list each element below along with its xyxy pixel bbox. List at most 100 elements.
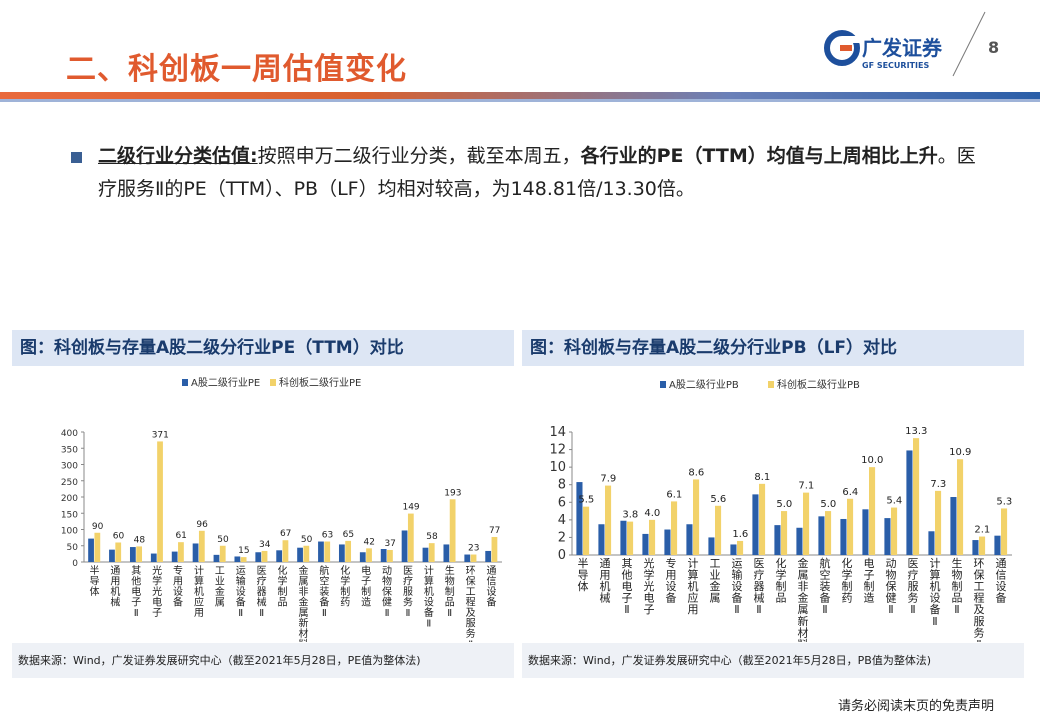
pe-bar-star	[303, 545, 310, 562]
pb-data-label: 8.1	[754, 472, 770, 483]
pb-category-label: 计算机应用	[688, 557, 699, 616]
pe-chart-heading: 图：科创板与存量A股二级分行业PE（TTM）对比	[12, 330, 514, 366]
pb-category-label: 医疗器械 Ⅱ	[754, 557, 765, 616]
pb-bar-star	[759, 483, 766, 555]
pb-bar-a-share	[708, 537, 715, 555]
pb-data-label: 6.4	[842, 487, 858, 498]
pe-data-label: 77	[489, 526, 500, 536]
pb-category-label: 通信设备	[996, 557, 1007, 605]
pb-y-tick-label: 8	[558, 478, 566, 493]
pe-bar-a-share	[88, 538, 94, 562]
pb-category-label: 通用机械	[600, 557, 611, 605]
pe-bar-star	[136, 546, 143, 562]
pb-bar-star	[935, 490, 942, 555]
pe-bar-a-share	[213, 554, 220, 562]
pe-category-label: 生物制品 Ⅱ	[445, 564, 455, 619]
pe-legend-swatch	[270, 379, 276, 386]
pb-bar-star	[627, 521, 634, 555]
pe-category-label: 计算机应用	[194, 564, 204, 619]
pb-category-label: 光学光电子	[644, 556, 655, 616]
pe-data-label: 42	[364, 537, 375, 547]
pb-legend-swatch	[768, 381, 774, 388]
pe-category-label: 环保工程及服务Ⅱ	[466, 566, 476, 642]
pe-legend-label: A股二级行业PE	[191, 376, 260, 389]
pe-chart-panel: 图：科创板与存量A股二级分行业PE（TTM）对比 0 50 100 150 200 250…	[12, 330, 514, 695]
bullet-square	[71, 152, 82, 163]
pe-data-label: 15	[238, 546, 249, 556]
pe-bar-star	[470, 554, 477, 562]
pe-bar-a-share	[297, 547, 303, 562]
pb-data-label: 2.1	[974, 525, 990, 536]
pe-y-tick-label: 400	[61, 429, 78, 439]
pe-legend-label: 科创板二级行业PE	[279, 376, 361, 389]
pe-y-tick-label: 0	[72, 559, 78, 569]
pb-data-label: 6.1	[666, 489, 682, 500]
pb-data-label: 3.8	[622, 510, 638, 521]
pb-data-label: 7.1	[798, 481, 814, 492]
pe-category-label: 医疗服务 Ⅱ	[403, 565, 413, 619]
pb-chart-source: 数据来源：Wind，广发证券发展研究中心（截至2021年5月28日，PB值为整体…	[522, 643, 1024, 678]
pe-bar-a-share	[338, 544, 345, 562]
pb-bar-a-share	[730, 544, 737, 555]
pb-bar-star	[583, 506, 590, 555]
pb-bar-star	[781, 511, 788, 555]
pb-data-label: 5.3	[996, 496, 1012, 507]
pb-bar-star	[913, 438, 920, 555]
pb-legend-label: A股二级行业PB	[669, 378, 739, 391]
pb-chart-panel: 图：科创板与存量A股二级分行业PB（LF）对比 0 2 4 6 8 10 12 14 A股二级行…	[522, 330, 1024, 695]
pe-category-label: 光学光电子	[152, 564, 162, 619]
pe-category-label: 电子制造	[361, 564, 371, 609]
pe-bar-star	[157, 441, 163, 562]
pe-data-label: 63	[322, 531, 333, 541]
pb-bar-star	[605, 485, 612, 555]
pe-bar-star	[261, 550, 268, 562]
pb-bar-star	[979, 536, 986, 555]
pb-legend-label: 科创板二级行业PB	[777, 378, 860, 391]
pb-bar-a-share	[576, 482, 583, 555]
pe-data-label: 65	[343, 530, 354, 540]
pb-y-tick-label: 12	[549, 443, 566, 458]
summary-text-2: 。医疗服务Ⅱ的PE（TTM）、PB（LF）均相对较高，为148.81倍/13.3…	[98, 145, 976, 200]
pe-bar-a-share	[443, 544, 450, 562]
pe-category-label: 化学制药	[340, 564, 350, 609]
pb-category-label: 其他电子 Ⅱ	[622, 557, 633, 616]
pb-data-label: 7.3	[930, 479, 946, 490]
summary-label: 二级行业分类估值:	[98, 145, 258, 167]
pb-category-label: 金属非金属新材料	[798, 556, 809, 642]
pb-category-label: 动物保健 Ⅱ	[886, 557, 897, 616]
logo-subtext: GF SECURITIES	[862, 61, 929, 70]
pe-bar-star	[428, 543, 435, 562]
pb-data-label: 10.0	[861, 455, 883, 466]
page-number: 8	[988, 38, 1000, 57]
pb-y-tick-label: 2	[558, 530, 566, 545]
pe-bar-star	[94, 532, 101, 562]
pb-category-label: 医疗服务 Ⅱ	[908, 557, 919, 616]
pe-y-tick-label: 50	[67, 543, 79, 553]
gf-securities-logo: 广发证券 GF SECURITIES	[824, 30, 943, 70]
pb-bar-a-share	[598, 524, 605, 555]
pe-bar-a-share	[129, 547, 136, 562]
pe-bar-a-share	[109, 549, 115, 562]
summary-text-1: 按照申万二级行业分类，截至本周五，	[257, 145, 581, 167]
pb-bar-a-share	[664, 529, 671, 555]
pb-data-label: 4.0	[644, 508, 660, 519]
pe-data-label: 61	[175, 531, 186, 541]
pe-data-label: 149	[402, 503, 419, 513]
pb-bar-star	[715, 505, 722, 555]
pb-category-label: 半导体	[578, 556, 589, 593]
pe-category-label: 半导体	[89, 564, 99, 598]
pe-bar-star	[366, 548, 372, 562]
pb-y-tick-label: 0	[558, 548, 566, 563]
pb-bar-a-share	[950, 497, 957, 555]
pb-chart-heading: 图：科创板与存量A股二级分行业PB（LF）对比	[522, 330, 1024, 366]
pe-y-tick-label: 350	[61, 445, 78, 455]
summary-bold: 各行业的PE（TTM）均值与上周相比上升	[580, 145, 938, 167]
pe-category-label: 计算机设备 Ⅱ	[424, 564, 434, 630]
pb-bar-star	[869, 467, 876, 555]
pb-chart: 0 2 4 6 8 10 12 14 A股二级行业PB 科创板二级行业PB 5.5 半导体 7.9 通用机…	[549, 378, 1012, 642]
pe-bar-a-share	[171, 551, 178, 562]
pb-bar-star	[803, 492, 810, 555]
disclaimer: 请务必阅读末页的免责声明	[838, 699, 995, 714]
pb-bar-star	[957, 459, 964, 555]
pe-bar-star	[219, 545, 226, 562]
